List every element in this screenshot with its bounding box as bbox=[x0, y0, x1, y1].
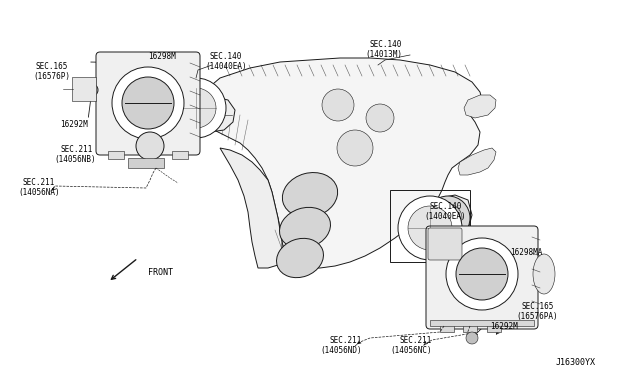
Bar bbox=[128, 158, 164, 168]
Ellipse shape bbox=[533, 254, 555, 294]
Text: SEC.165: SEC.165 bbox=[35, 62, 67, 71]
FancyBboxPatch shape bbox=[426, 226, 538, 329]
Text: (14013M): (14013M) bbox=[365, 50, 402, 59]
Circle shape bbox=[322, 89, 354, 121]
Circle shape bbox=[337, 130, 373, 166]
Polygon shape bbox=[458, 148, 496, 175]
Text: (14056NA): (14056NA) bbox=[18, 188, 60, 197]
Text: 16292M: 16292M bbox=[490, 322, 518, 331]
Text: SEC.211: SEC.211 bbox=[330, 336, 362, 345]
Text: J16300YX: J16300YX bbox=[556, 358, 596, 367]
Text: FRONT: FRONT bbox=[148, 268, 173, 277]
Text: SEC.140: SEC.140 bbox=[430, 202, 462, 211]
Ellipse shape bbox=[282, 173, 338, 218]
Ellipse shape bbox=[276, 238, 323, 278]
Polygon shape bbox=[196, 58, 482, 268]
FancyBboxPatch shape bbox=[96, 52, 200, 155]
Polygon shape bbox=[464, 95, 496, 118]
Circle shape bbox=[366, 104, 394, 132]
Polygon shape bbox=[220, 148, 285, 268]
Circle shape bbox=[426, 196, 470, 240]
Text: SEC.140: SEC.140 bbox=[210, 52, 243, 61]
Circle shape bbox=[398, 196, 462, 260]
Circle shape bbox=[136, 132, 164, 160]
Bar bbox=[463, 322, 477, 332]
Text: (14040EA): (14040EA) bbox=[424, 212, 466, 221]
Text: SEC.211: SEC.211 bbox=[400, 336, 433, 345]
Bar bbox=[440, 322, 454, 332]
Polygon shape bbox=[418, 195, 472, 240]
Polygon shape bbox=[196, 97, 235, 132]
Circle shape bbox=[86, 84, 98, 96]
Ellipse shape bbox=[280, 207, 330, 248]
Text: SEC.211: SEC.211 bbox=[22, 178, 54, 187]
Text: SEC.165: SEC.165 bbox=[522, 302, 554, 311]
Bar bbox=[108, 151, 124, 159]
FancyBboxPatch shape bbox=[72, 77, 96, 101]
Circle shape bbox=[166, 78, 226, 138]
Bar bbox=[430, 320, 534, 326]
Text: (14056ND): (14056ND) bbox=[320, 346, 362, 355]
Circle shape bbox=[408, 206, 452, 250]
Text: (16576PA): (16576PA) bbox=[516, 312, 557, 321]
Circle shape bbox=[434, 204, 462, 232]
Text: 16298M: 16298M bbox=[148, 52, 176, 61]
Circle shape bbox=[456, 248, 508, 300]
Circle shape bbox=[122, 77, 174, 129]
Bar bbox=[172, 151, 188, 159]
FancyBboxPatch shape bbox=[428, 228, 462, 260]
Text: (14056NB): (14056NB) bbox=[54, 155, 95, 164]
Text: 16292M: 16292M bbox=[60, 120, 88, 129]
Text: (16576P): (16576P) bbox=[33, 72, 70, 81]
Circle shape bbox=[176, 88, 216, 128]
Text: SEC.211: SEC.211 bbox=[60, 145, 92, 154]
Text: (14040EA): (14040EA) bbox=[205, 62, 246, 71]
Circle shape bbox=[112, 67, 184, 139]
Circle shape bbox=[446, 238, 518, 310]
Text: SEC.140: SEC.140 bbox=[370, 40, 403, 49]
Bar bbox=[487, 322, 501, 332]
Text: 16298MA: 16298MA bbox=[510, 248, 542, 257]
Text: (14056NC): (14056NC) bbox=[390, 346, 431, 355]
Circle shape bbox=[466, 332, 478, 344]
